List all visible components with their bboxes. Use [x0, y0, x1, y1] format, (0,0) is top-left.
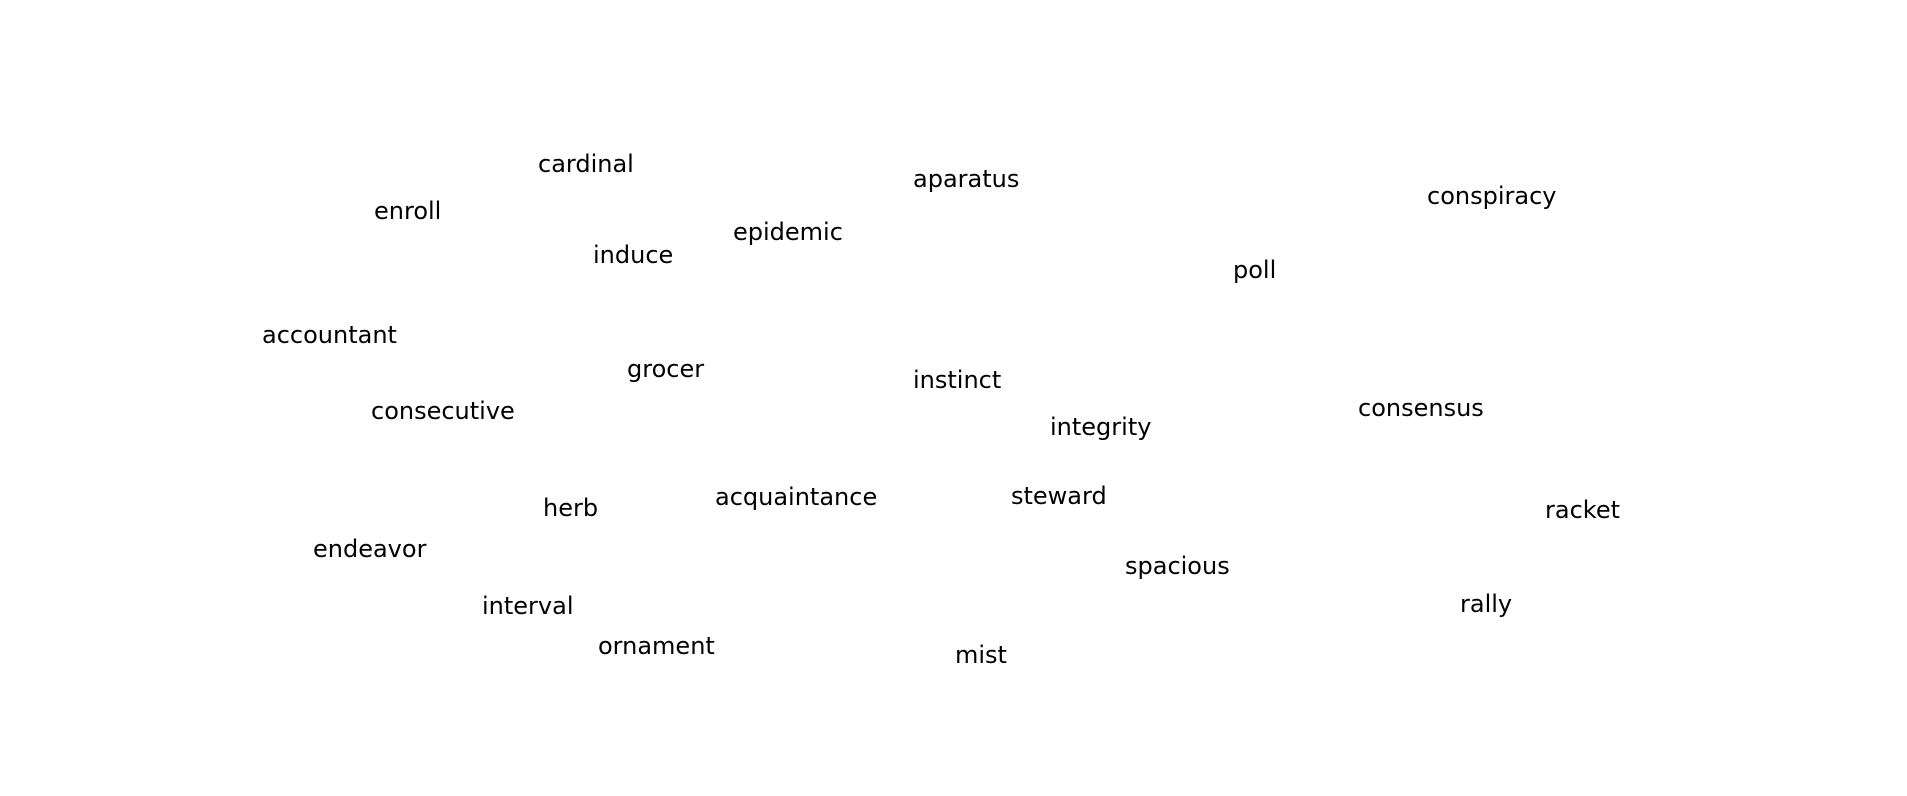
- word-ornament: ornament: [598, 632, 715, 660]
- word-spacious: spacious: [1125, 552, 1230, 580]
- word-aparatus: aparatus: [913, 165, 1020, 193]
- word-conspiracy: conspiracy: [1427, 182, 1557, 210]
- word-acquaintance: acquaintance: [715, 483, 878, 511]
- word-steward: steward: [1011, 482, 1107, 510]
- word-herb: herb: [543, 494, 599, 522]
- word-poll: poll: [1233, 256, 1277, 284]
- word-induce: induce: [593, 241, 674, 269]
- word-consensus: consensus: [1358, 394, 1484, 422]
- word-interval: interval: [482, 592, 574, 620]
- word-accountant: accountant: [262, 321, 397, 349]
- word-integrity: integrity: [1050, 413, 1152, 441]
- word-epidemic: epidemic: [733, 218, 843, 246]
- word-mist: mist: [955, 641, 1007, 669]
- word-racket: racket: [1545, 496, 1620, 524]
- word-grocer: grocer: [627, 355, 705, 383]
- word-consecutive: consecutive: [371, 397, 515, 425]
- word-enroll: enroll: [374, 197, 442, 225]
- word-endeavor: endeavor: [313, 535, 427, 563]
- word-instinct: instinct: [913, 366, 1002, 394]
- word-rally: rally: [1460, 590, 1513, 618]
- word-cardinal: cardinal: [538, 150, 634, 178]
